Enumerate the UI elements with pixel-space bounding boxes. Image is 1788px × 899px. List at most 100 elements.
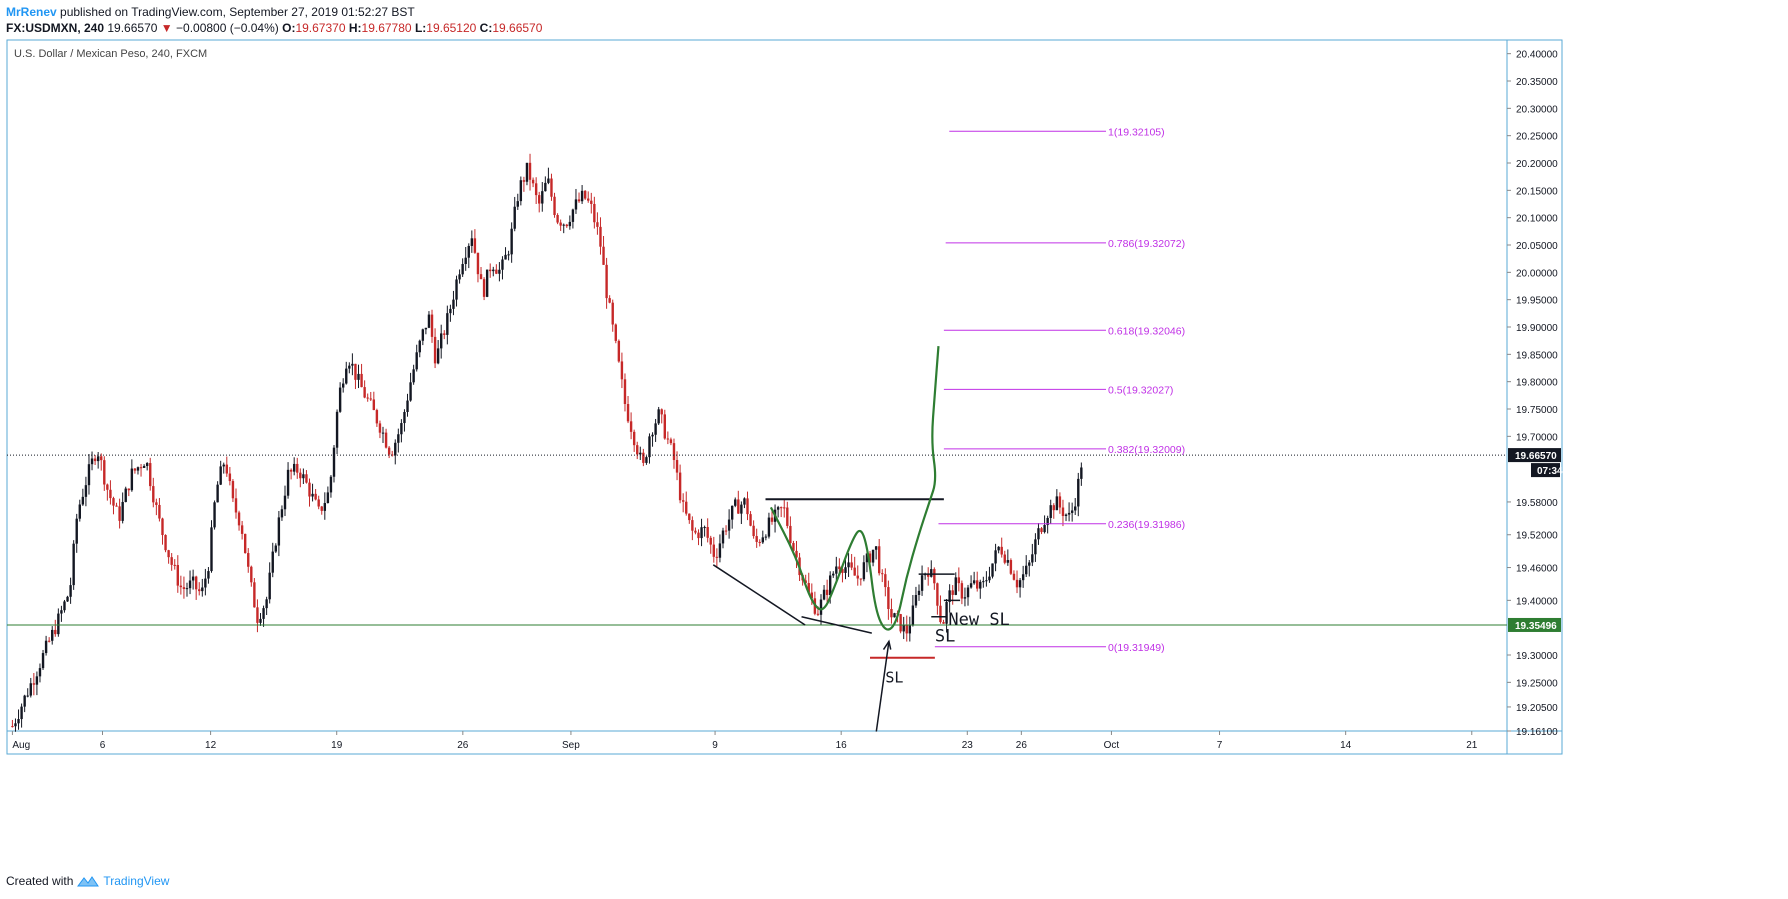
candle-body: [262, 608, 265, 619]
x-tick-label: 19: [331, 740, 343, 751]
candle-body: [234, 498, 238, 513]
candle-body: [556, 215, 559, 223]
candle-body: [338, 387, 342, 412]
fib-level-label: 0.786(19.32072): [1108, 238, 1185, 250]
candle-body: [789, 525, 792, 544]
y-tick-label: 19.25000: [1516, 678, 1558, 689]
change-arrow-icon: ▼: [160, 21, 173, 35]
x-tick-label: 23: [962, 740, 974, 751]
candle-body: [865, 553, 869, 563]
candle-body: [473, 238, 477, 253]
new-sl-label: New SL: [948, 610, 1009, 630]
candle-body: [348, 365, 351, 369]
candle-body: [1049, 505, 1052, 518]
candle-body: [155, 502, 158, 505]
candle-body: [41, 653, 45, 669]
candle-body: [850, 562, 853, 568]
candle-body: [513, 206, 516, 229]
candle-body: [1009, 560, 1013, 574]
candle-body: [550, 178, 553, 197]
candle-body: [461, 264, 464, 275]
candle-body: [574, 199, 578, 210]
candle-body: [590, 200, 593, 204]
trendline-left: [712, 564, 806, 626]
candle-body: [323, 502, 327, 511]
candle-body: [112, 498, 115, 506]
candle-body: [721, 530, 725, 544]
low-value: 19.65120: [426, 21, 477, 35]
candle-body: [443, 333, 446, 335]
candle-body: [283, 495, 287, 510]
candle-body: [26, 695, 29, 697]
candle-body: [994, 550, 997, 564]
candle-body: [384, 432, 388, 448]
high-label: H:: [348, 21, 362, 35]
candle-body: [381, 432, 385, 434]
candle-body: [902, 625, 905, 632]
candle-body: [1028, 562, 1031, 566]
candle-body: [1006, 560, 1010, 563]
candle-body: [525, 162, 529, 182]
candle-body: [286, 469, 290, 496]
candle-body: [237, 512, 241, 526]
candle-body: [746, 498, 749, 515]
sl-label-2: SL: [935, 626, 955, 646]
trendline-bottom: [801, 616, 872, 634]
candle-body: [225, 464, 229, 474]
last-price-badge: [1508, 448, 1561, 463]
y-tick-label: 19.70000: [1516, 432, 1558, 443]
candle-body: [173, 564, 176, 566]
price-change: −0.00800 (−0.04%): [176, 21, 279, 35]
candle-body: [743, 498, 746, 505]
y-tick-label: 19.90000: [1516, 323, 1558, 334]
candle-body: [877, 546, 881, 574]
fib-level-label: 0.5(19.32027): [1108, 384, 1173, 396]
candle-body: [838, 566, 841, 570]
candle-body: [470, 238, 474, 246]
candle-body: [1003, 554, 1006, 563]
x-tick-label: 14: [1340, 740, 1352, 751]
x-tick-label: 21: [1466, 740, 1478, 751]
tradingview-brand[interactable]: TradingView: [103, 874, 170, 888]
candle-body: [822, 589, 826, 600]
x-tick-label: 12: [205, 740, 217, 751]
candle-body: [562, 224, 565, 226]
candle-body: [825, 589, 829, 596]
x-tick-label: 6: [100, 740, 106, 751]
candle-body: [976, 580, 979, 589]
candle-body: [541, 191, 544, 204]
candle-body: [1046, 517, 1049, 526]
candle-body: [409, 382, 412, 401]
candle-body: [103, 460, 106, 485]
candle-body: [280, 509, 284, 518]
last-price: 19.66570: [107, 21, 158, 35]
candle-body: [596, 222, 599, 227]
candle-body: [587, 198, 590, 201]
candle-body: [1021, 574, 1025, 581]
candle-body: [32, 683, 36, 685]
candle-body: [176, 564, 179, 586]
candle-body: [23, 695, 26, 707]
candle-body: [296, 463, 299, 473]
candle-body: [271, 551, 274, 573]
candle-body: [167, 550, 170, 558]
candle-body: [121, 501, 124, 521]
candle-body: [534, 183, 538, 196]
candle-body: [182, 587, 186, 589]
candle-body: [997, 546, 1000, 551]
candle-body: [727, 519, 731, 531]
candle-body: [191, 576, 195, 581]
candle-body: [17, 719, 20, 724]
candle-body: [1064, 514, 1068, 516]
candle-body: [1018, 580, 1022, 588]
author-link[interactable]: MrRenev: [6, 5, 57, 19]
candle-body: [917, 590, 921, 595]
candle-body: [149, 463, 152, 487]
candle-body: [770, 517, 774, 522]
candle-body: [198, 589, 201, 592]
candle-body: [749, 514, 752, 526]
candle-body: [127, 488, 130, 491]
candle-body: [57, 613, 60, 635]
candle-body: [351, 363, 354, 366]
